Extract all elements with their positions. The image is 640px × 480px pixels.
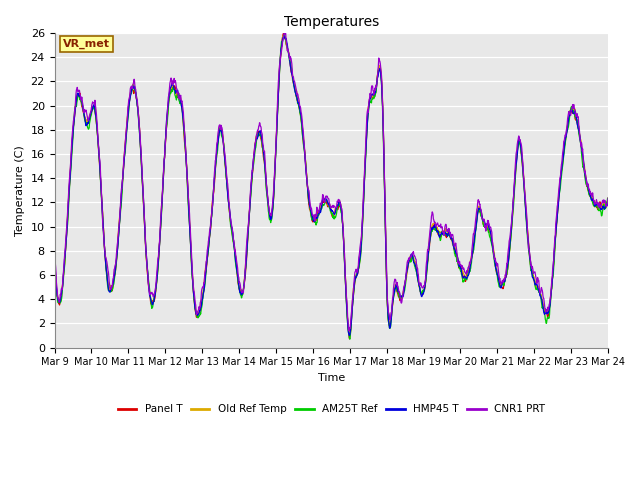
Panel T [418,291,426,297]
HMP45 T [236,288,243,294]
Old Ref Temp [418,290,426,296]
CNR1 PRT [51,245,58,251]
Panel T [236,288,243,293]
HMP45 T [174,87,182,93]
HMP45 T [280,33,287,39]
AM25T Ref [160,159,168,165]
HMP45 T [539,304,547,310]
Old Ref Temp [604,196,612,202]
Line: AM25T Ref: AM25T Ref [54,34,608,339]
Old Ref Temp [346,332,353,338]
HMP45 T [346,333,353,338]
AM25T Ref [51,251,58,256]
Panel T [346,336,353,342]
AM25T Ref [490,256,498,262]
Panel T [160,160,168,166]
AM25T Ref [604,195,612,201]
HMP45 T [490,253,498,259]
X-axis label: Time: Time [317,373,345,383]
Line: HMP45 T: HMP45 T [54,36,608,336]
HMP45 T [51,253,58,259]
Old Ref Temp [51,254,58,260]
Title: Temperatures: Temperatures [284,15,379,29]
Old Ref Temp [236,285,243,291]
CNR1 PRT [174,91,182,96]
CNR1 PRT [282,30,289,36]
Old Ref Temp [174,89,182,95]
Old Ref Temp [539,300,547,306]
Line: Old Ref Temp: Old Ref Temp [54,36,608,335]
AM25T Ref [236,287,243,292]
Panel T [539,303,547,309]
Line: Panel T: Panel T [54,34,608,339]
Legend: Panel T, Old Ref Temp, AM25T Ref, HMP45 T, CNR1 PRT: Panel T, Old Ref Temp, AM25T Ref, HMP45 … [113,400,549,419]
AM25T Ref [418,289,426,295]
Old Ref Temp [160,160,168,166]
AM25T Ref [174,92,182,98]
Panel T [51,252,58,258]
CNR1 PRT [236,279,243,285]
CNR1 PRT [539,293,547,299]
CNR1 PRT [160,156,168,162]
Old Ref Temp [490,250,498,255]
Panel T [604,195,612,201]
Old Ref Temp [280,33,287,38]
AM25T Ref [539,306,547,312]
AM25T Ref [346,336,354,342]
Panel T [174,94,182,100]
HMP45 T [418,294,426,300]
CNR1 PRT [604,195,612,201]
HMP45 T [160,158,168,164]
Text: VR_met: VR_met [63,39,110,49]
Panel T [280,31,287,36]
CNR1 PRT [490,253,498,259]
AM25T Ref [281,31,289,37]
CNR1 PRT [418,284,426,290]
Y-axis label: Temperature (C): Temperature (C) [15,145,25,236]
HMP45 T [604,201,612,206]
Line: CNR1 PRT: CNR1 PRT [54,33,608,331]
CNR1 PRT [345,328,353,334]
Panel T [490,253,498,259]
